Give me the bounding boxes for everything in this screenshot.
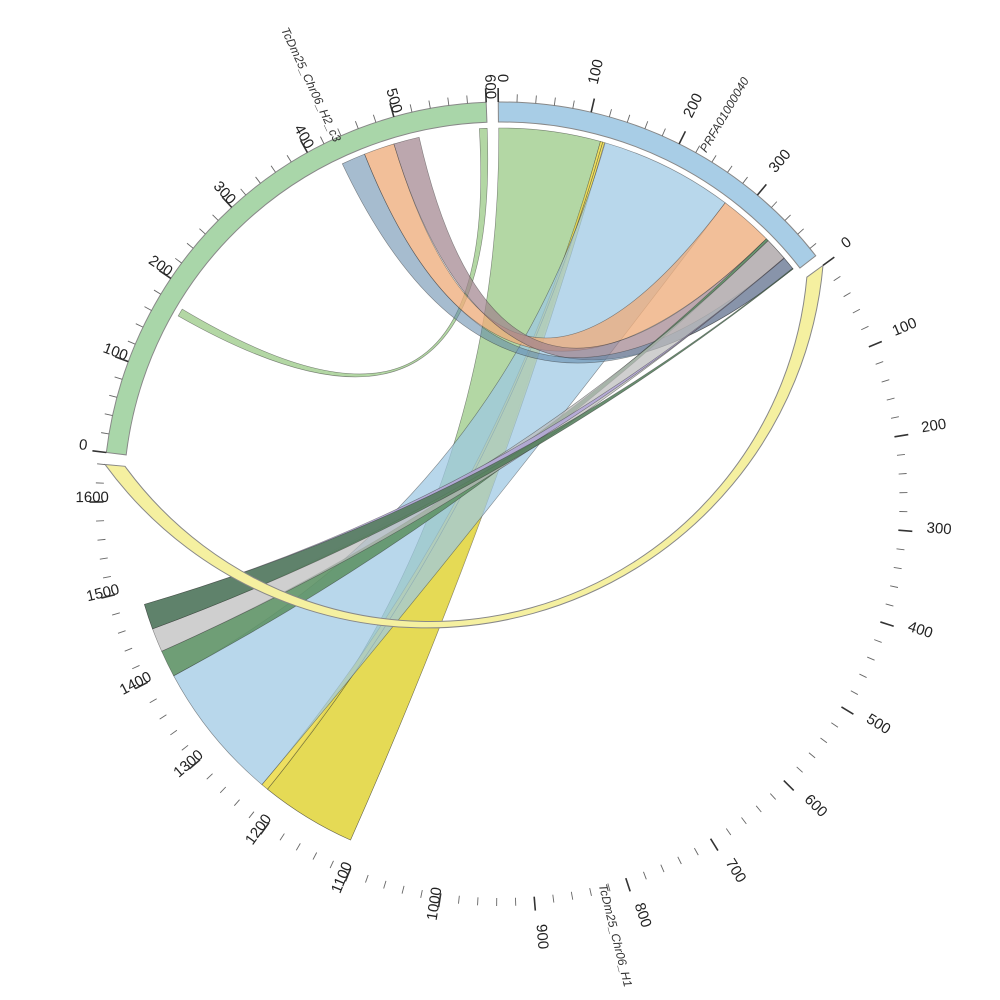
svg-text:600: 600 [481,74,499,100]
svg-text:1600: 1600 [75,489,108,506]
svg-text:300: 300 [926,519,952,538]
svg-text:900: 900 [532,923,551,949]
